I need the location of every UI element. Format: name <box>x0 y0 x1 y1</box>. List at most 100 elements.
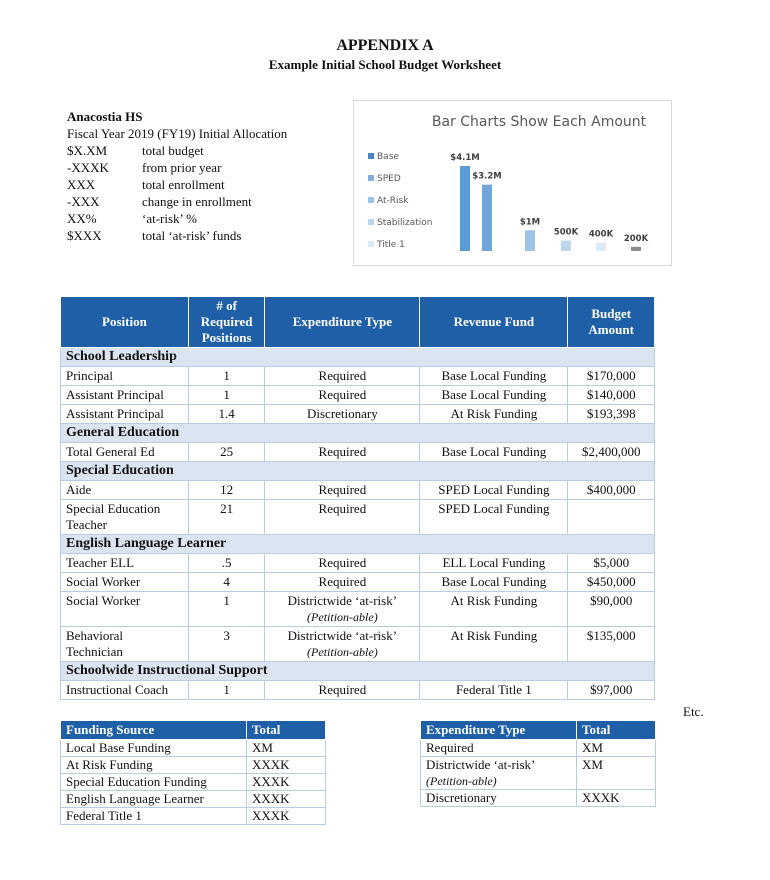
info-row: XX% ‘at-risk’ % <box>67 210 287 227</box>
cell: Special Education Funding <box>60 773 247 791</box>
cell: $97,000 <box>567 680 655 700</box>
cell: Special Education Teacher <box>60 499 189 535</box>
data-row: Principal 1 Required Base Local Funding $170… <box>60 366 655 386</box>
data-row: Assistant Principal 1.4 Discretionary At Ri… <box>60 404 655 424</box>
cell: 12 <box>187 480 266 500</box>
section-title: Schoolwide Instructional Support <box>60 661 655 681</box>
bar <box>525 230 535 251</box>
cell: Total General Ed <box>60 442 189 462</box>
cell: At Risk Funding <box>60 756 247 774</box>
subtitle: Example Initial School Budget Worksheet <box>268 57 502 72</box>
info-value: -XXX <box>67 194 100 209</box>
cell: Assistant Principal <box>60 385 189 405</box>
bar-label: $3.2M <box>472 172 501 182</box>
cell: XXXK <box>246 790 326 808</box>
header-cell: Total <box>576 720 656 740</box>
cell: 3 <box>187 626 266 662</box>
cell: SPED Local Funding <box>419 499 569 535</box>
header-cell: Revenue Fund <box>419 296 569 348</box>
expenditure_summary: Expenditure Type Total Required XM Districtw… <box>420 720 656 807</box>
data-row: At Risk Funding XXXK <box>60 756 326 774</box>
header-cell: Expenditure Type <box>420 720 577 740</box>
info-value: XXX <box>67 177 96 192</box>
cell: Required <box>264 572 421 592</box>
cell: Districtwide ‘at-risk’ (Petition-able) <box>420 756 577 790</box>
cell: Base Local Funding <box>419 442 569 462</box>
section-title: General Education <box>60 423 655 443</box>
cell: Federal Title 1 <box>60 807 247 825</box>
cell: Required <box>264 385 421 405</box>
info-row: $X.XM total budget <box>67 142 287 159</box>
info-row: XXX total enrollment <box>67 176 287 193</box>
cell: 1 <box>187 366 266 386</box>
legend-label: At-Risk <box>377 196 409 206</box>
school-info: Anacostia HS Fiscal Year 2019 (FY19) Ini… <box>67 108 287 244</box>
header-cell: # of Required Positions <box>187 296 266 348</box>
header-cell: Total <box>246 720 326 740</box>
cell: 1 <box>187 591 266 627</box>
cell: Required <box>264 499 421 535</box>
legend-swatch <box>368 153 374 159</box>
chart-title: Bar Charts Show Each Amount <box>432 114 647 130</box>
cell: 25 <box>187 442 266 462</box>
allocation: Fiscal Year 2019 (FY19) Initial Allocati… <box>67 126 288 141</box>
funding_summary: Funding Source Total Local Base Funding XM A… <box>60 720 326 825</box>
header-row: Position # of Required Positions Expenditu… <box>60 296 655 348</box>
data-row: Districtwide ‘at-risk’ (Petition-able) XM <box>420 756 656 790</box>
cell: Districtwide ‘at-risk’ (Petition-able) <box>264 626 421 662</box>
legend-swatch <box>368 175 374 181</box>
legend-swatch <box>368 197 374 203</box>
cell: Assistant Principal <box>60 404 189 424</box>
cell: Base Local Funding <box>419 385 569 405</box>
expenditure-summary-wrap: Expenditure Type Total Required XM Districtw… <box>420 720 656 807</box>
section-row: Special Education <box>60 461 655 481</box>
info-row: -XXX change in enrollment <box>67 193 287 210</box>
cell: Required <box>264 553 421 573</box>
cell: Required <box>264 442 421 462</box>
cell: Districtwide ‘at-risk’ (Petition-able) <box>264 591 421 627</box>
cell: ELL Local Funding <box>419 553 569 573</box>
info-value: -XXXK <box>67 160 109 175</box>
section-row: School Leadership <box>60 347 655 367</box>
data-row: Special Education Teacher 21 Required SPED … <box>60 499 655 535</box>
cell: Teacher ELL <box>60 553 189 573</box>
cell: $140,000 <box>567 385 655 405</box>
school-name: Anacostia HS <box>67 109 143 124</box>
data-row: Discretionary XXXK <box>420 789 656 807</box>
cell: $170,000 <box>567 366 655 386</box>
section-row: General Education <box>60 423 655 443</box>
header-cell: Budget Amount <box>567 296 655 348</box>
cell: 4 <box>187 572 266 592</box>
bar <box>631 246 641 251</box>
cell: Behavioral Technician <box>60 626 189 662</box>
cell: Instructional Coach <box>60 680 189 700</box>
section-title: School Leadership <box>60 347 655 367</box>
legend-label: Title 1 <box>376 240 405 250</box>
cell: 1.4 <box>187 404 266 424</box>
cell: $193,398 <box>567 404 655 424</box>
cell: $135,000 <box>567 626 655 662</box>
legend-label: SPED <box>377 174 401 184</box>
header-cell: Funding Source <box>60 720 247 740</box>
info-value: XX% <box>67 211 97 226</box>
data-row: Instructional Coach 1 Required Federal Titl… <box>60 680 655 700</box>
cell: At Risk Funding <box>419 404 569 424</box>
bar-label: 400K <box>589 230 614 240</box>
cell: $5,000 <box>567 553 655 573</box>
bar-label: 200K <box>624 234 649 244</box>
section-title: Special Education <box>60 461 655 481</box>
cell: Federal Title 1 <box>419 680 569 700</box>
data-row: Behavioral Technician 3 Districtwide ‘at-r… <box>60 626 655 662</box>
cell: 1 <box>187 680 266 700</box>
cell: At Risk Funding <box>419 626 569 662</box>
cell: Base Local Funding <box>419 572 569 592</box>
data-row: Local Base Funding XM <box>60 739 326 757</box>
cell: .5 <box>187 553 266 573</box>
data-row: Federal Title 1 XXXK <box>60 807 326 825</box>
funding-summary-wrap: Funding Source Total Local Base Funding XM A… <box>60 720 326 825</box>
legend-label: Stabilization <box>377 218 432 228</box>
cell <box>567 499 655 535</box>
cell: Required <box>264 680 421 700</box>
info-row: $XXX total ‘at-risk’ funds <box>67 227 287 244</box>
data-row: Total General Ed 25 Required Base Local Fun… <box>60 442 655 462</box>
